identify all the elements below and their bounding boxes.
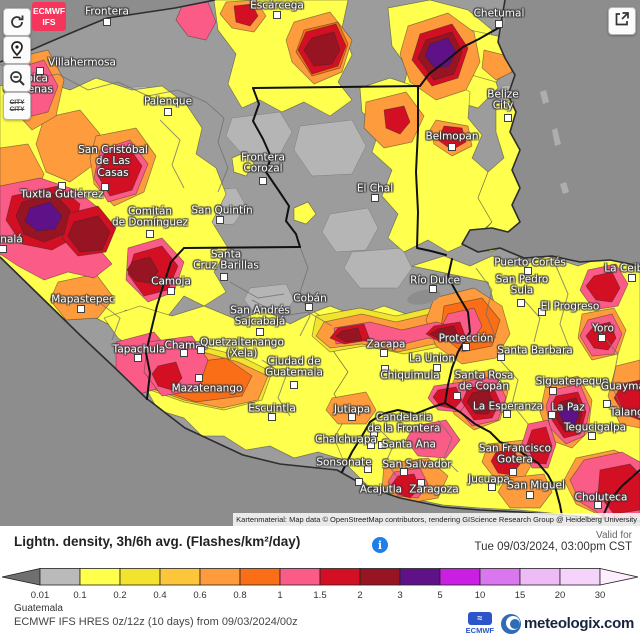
map-attribution: Kartenmaterial: Map data © OpenStreetMap…: [233, 513, 640, 526]
model-badge[interactable]: ECMWF IFS: [32, 2, 66, 31]
admin-borders: [0, 63, 623, 479]
location-pin-icon: [9, 41, 25, 59]
refresh-button[interactable]: [3, 8, 31, 36]
ecmwf-flag-icon: ≈: [467, 612, 492, 625]
valid-for-label: Valid for: [596, 530, 632, 541]
meteologix-swirl-icon: [501, 613, 521, 634]
legend-ticks: 0.01 0.1 0.2 0.4 0.6 0.8 1 1.5 2 3 5 10 15 20 30: [0, 590, 640, 602]
model-run-info: ECMWF IFS HRES 0z/12z (10 days) from 09/…: [14, 616, 298, 628]
legend-tick: 15: [514, 590, 526, 601]
weather-map[interactable]: FronteraEscárcegaChetumalVillahermosaHer…: [0, 0, 640, 526]
legend-tick: 5: [437, 590, 443, 601]
ecmwf-logo-label: ECMWF: [465, 626, 494, 635]
city-toggle-label: CITY: [9, 98, 25, 106]
legend-tick: 30: [594, 590, 606, 601]
legend-tick: 0.6: [193, 590, 207, 601]
legend-bar-svg: [1, 568, 639, 586]
city-labels-toggle[interactable]: CITY CITY: [3, 92, 31, 120]
contour-dark-red: [15, 31, 613, 433]
contour-purple: [24, 37, 580, 426]
legend-panel: Lightn. density, 3h/6h avg. (Flashes/km²…: [0, 526, 640, 640]
legend-tick: 0.2: [113, 590, 127, 601]
valid-time: Tue 09/03/2024, 03:00pm CST: [474, 541, 632, 553]
region-label: Guatemala: [14, 603, 63, 614]
share-icon: [614, 11, 630, 32]
ecmwf-logo[interactable]: ≈ ECMWF: [466, 612, 494, 635]
islands: [540, 90, 569, 194]
legend-tick: 0.01: [30, 590, 50, 601]
footer-logos: ≈ ECMWF meteologix.com: [466, 612, 634, 635]
meteologix-logo-label: meteologix.com: [524, 615, 634, 632]
legend-tick: 1.5: [313, 590, 327, 601]
city-toggle-label: CITY: [9, 106, 25, 113]
locate-button[interactable]: [3, 36, 31, 64]
info-icon[interactable]: i: [372, 537, 388, 553]
zoom-out-icon: [9, 70, 26, 87]
legend-tick: 3: [397, 590, 403, 601]
zoom-out-button[interactable]: [3, 64, 31, 92]
country-borders: [145, 25, 640, 522]
model-badge-line1: ECMWF: [32, 6, 66, 17]
meteologix-logo[interactable]: meteologix.com: [501, 613, 634, 634]
legend-tick: 0.8: [233, 590, 247, 601]
legend-tick: 10: [474, 590, 486, 601]
valid-time-block: Valid for Tue 09/03/2024, 03:00pm CST: [475, 530, 632, 553]
share-button[interactable]: [608, 7, 636, 35]
legend-tick: 2: [357, 590, 363, 601]
refresh-icon: [9, 14, 25, 30]
legend-tick: 1: [277, 590, 283, 601]
legend-tick: 20: [554, 590, 566, 601]
legend-title: Lightn. density, 3h/6h avg. (Flashes/km²…: [14, 534, 301, 549]
legend-tick: 0.4: [153, 590, 167, 601]
legend-tick: 0.1: [73, 590, 87, 601]
map-canvas: [0, 0, 640, 526]
model-badge-line2: IFS: [42, 16, 56, 27]
